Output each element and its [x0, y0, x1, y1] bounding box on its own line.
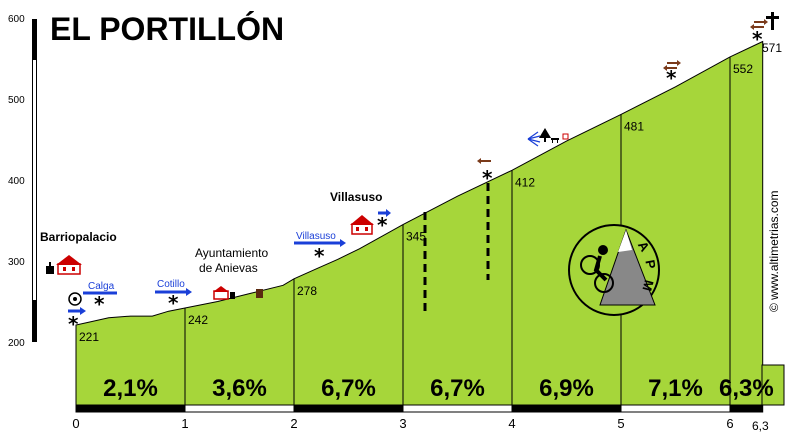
road-arrow-villasuso-2-head — [386, 209, 391, 217]
gradient-labels: 2,1% 3,6% 6,7% 6,7% 6,9% 7,1% 6,3% — [103, 375, 774, 402]
asterisk-icon: * — [94, 292, 105, 316]
place-ayuntamiento-line2: de Anievas — [199, 261, 258, 275]
road-villasuso-label: Villasuso — [296, 231, 336, 242]
summit-cross-icon — [766, 12, 779, 30]
summit-elevation-label: 571 — [762, 41, 782, 55]
y-axis: 200 300 400 500 600 — [8, 14, 37, 349]
x-tick-label: 5 — [617, 416, 624, 431]
km-bar-segment — [511, 404, 622, 413]
km-bar-segment — [402, 404, 513, 413]
elevation-label: 412 — [515, 175, 535, 189]
chart-title: EL PORTILLÓN — [50, 11, 284, 47]
town-hall-icon — [213, 286, 235, 300]
road-calga-label: Calga — [88, 281, 115, 292]
church-icon — [46, 262, 54, 274]
gradient-label: 2,1% — [103, 375, 158, 402]
road-arrow-start-head — [80, 307, 86, 315]
road-villasuso: Villasuso — [294, 231, 346, 247]
logo-letter-p: P — [642, 259, 658, 270]
km-bar-segment — [729, 404, 764, 413]
gradient-label: 6,9% — [539, 375, 594, 402]
y-tick-label: 600 — [8, 14, 25, 25]
asterisk-icon: * — [68, 312, 79, 336]
asterisk-icon: * — [752, 27, 763, 51]
x-tick-label: 3 — [399, 416, 406, 431]
logo-letter-m: M — [639, 278, 656, 292]
asterisk-icon: * — [377, 213, 388, 237]
credit-text: © www.altimetrias.com — [767, 190, 781, 312]
village-icon — [56, 255, 82, 275]
gradient-label: 3,6% — [212, 375, 267, 402]
asterisk-icon: * — [666, 66, 677, 90]
gradient-label: 7,1% — [648, 375, 703, 402]
elevation-label: 278 — [297, 284, 317, 298]
asterisk-icon: * — [314, 244, 325, 268]
place-barriopalacio: Barriopalacio — [40, 230, 117, 244]
gradient-label: 6,3% — [719, 375, 774, 402]
asterisk-icon: * — [482, 166, 493, 190]
road-cotillo-label: Cotillo — [157, 279, 185, 290]
x-tick-label: 0 — [72, 416, 79, 431]
km-bar-segment — [293, 404, 404, 413]
y-tick-label: 300 — [8, 257, 25, 268]
y-tick-label: 200 — [8, 338, 25, 349]
km-bar — [75, 404, 764, 413]
picnic-icon — [551, 138, 559, 143]
x-axis-ticks: 0 1 2 3 4 5 6 — [72, 416, 733, 431]
road-cotillo: Cotillo — [155, 279, 192, 296]
place-ayuntamiento-line1: Ayuntamiento — [195, 246, 268, 260]
place-villasuso: Villasuso — [330, 190, 382, 204]
road-villasuso-arrow-head — [340, 239, 346, 247]
elevation-label: 552 — [733, 62, 753, 76]
gradient-label: 6,7% — [430, 375, 485, 402]
tree-icon — [539, 128, 551, 142]
fountain-icon — [256, 289, 263, 298]
summit-end-block — [761, 364, 785, 406]
y-axis-bar-gap — [33, 60, 36, 300]
village-icon — [350, 215, 374, 235]
apm-logo: A P M — [568, 224, 660, 316]
elevation-label: 345 — [406, 230, 426, 244]
profile-area — [75, 40, 764, 406]
bullseye-icon — [68, 292, 82, 306]
elevation-labels: 221 242 278 345 412 481 552 — [79, 62, 753, 344]
asterisk-markers: * * * * * * * * — [68, 27, 763, 336]
km-bar-segment — [184, 404, 295, 413]
elevation-label: 221 — [79, 330, 99, 344]
road-cotillo-arrow-head — [186, 288, 192, 296]
viewpoint-icon — [527, 131, 541, 147]
asterisk-icon: * — [168, 291, 179, 315]
elevation-label: 481 — [624, 119, 644, 133]
elevation-label: 242 — [188, 313, 208, 327]
crossroads-sign-icon — [477, 158, 491, 164]
gradient-label: 6,7% — [321, 375, 376, 402]
km-bar-segment — [620, 404, 731, 413]
house-icon — [562, 133, 569, 140]
crossroads-sign-icon — [663, 60, 681, 71]
crossroads-sign-icon — [750, 19, 768, 30]
km-lines — [184, 56, 731, 405]
y-tick-label: 500 — [8, 95, 25, 106]
x-end-label: 6,3 — [752, 419, 769, 433]
road-calga: Calga — [83, 281, 117, 295]
x-tick-label: 4 — [508, 416, 515, 431]
x-tick-label: 2 — [290, 416, 297, 431]
x-tick-label: 1 — [181, 416, 188, 431]
y-tick-label: 400 — [8, 176, 25, 187]
x-tick-label: 6 — [726, 416, 733, 431]
km-bar-segment — [75, 404, 186, 413]
